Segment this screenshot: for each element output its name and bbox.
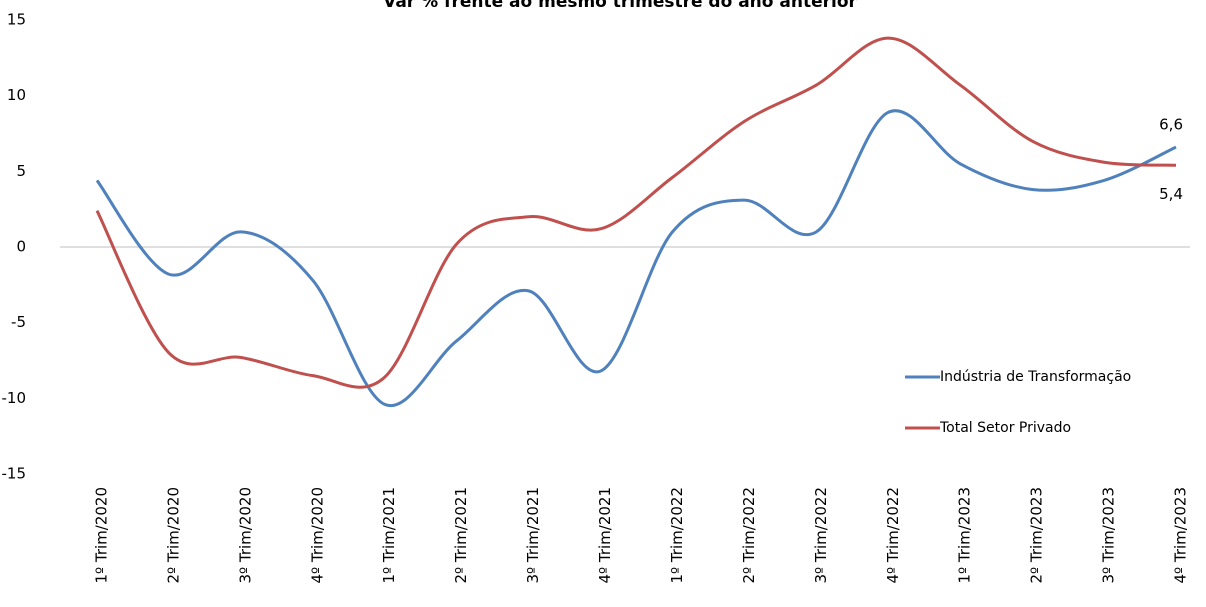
y-tick-label: -15	[2, 465, 27, 483]
y-tick-label: -5	[11, 313, 26, 331]
y-tick-label: 5	[16, 162, 26, 180]
x-tick-label: 3º Trim/2020	[236, 487, 254, 584]
x-tick-label: 3º Trim/2023	[1100, 487, 1118, 584]
x-tick-label: 3º Trim/2022	[812, 487, 830, 584]
x-tick-label: 2º Trim/2021	[452, 487, 470, 584]
line-series	[95, 109, 1177, 408]
x-tick-label: 2º Trim/2023	[1028, 487, 1046, 584]
x-tick-label: 2º Trim/2020	[164, 487, 182, 584]
y-tick-label: 0	[16, 238, 26, 256]
value-label: 6,6	[1159, 116, 1183, 134]
value-label: 5,4	[1159, 185, 1183, 203]
x-tick-label: 1º Trim/2022	[668, 487, 686, 584]
y-tick-label: 15	[7, 11, 26, 29]
x-tick-label: 2º Trim/2022	[740, 487, 758, 584]
y-tick-label: 10	[7, 86, 26, 104]
chart-title: Var % frente ao mesmo trimestre do ano a…	[383, 0, 857, 12]
x-tick-label: 1º Trim/2021	[380, 487, 398, 584]
y-tick-label: -10	[2, 389, 27, 407]
legend-label: Total Setor Privado	[939, 420, 1071, 436]
line-series	[95, 36, 1177, 389]
x-tick-label: 3º Trim/2021	[524, 487, 542, 584]
x-tick-label: 4º Trim/2023	[1172, 487, 1190, 584]
x-tick-label: 1º Trim/2020	[93, 487, 111, 584]
x-tick-label: 4º Trim/2020	[308, 487, 326, 584]
x-tick-label: 4º Trim/2021	[596, 487, 614, 584]
x-tick-label: 4º Trim/2022	[884, 487, 902, 584]
x-tick-label: 1º Trim/2023	[956, 487, 974, 584]
legend-label: Indústria de Transformação	[940, 369, 1131, 385]
